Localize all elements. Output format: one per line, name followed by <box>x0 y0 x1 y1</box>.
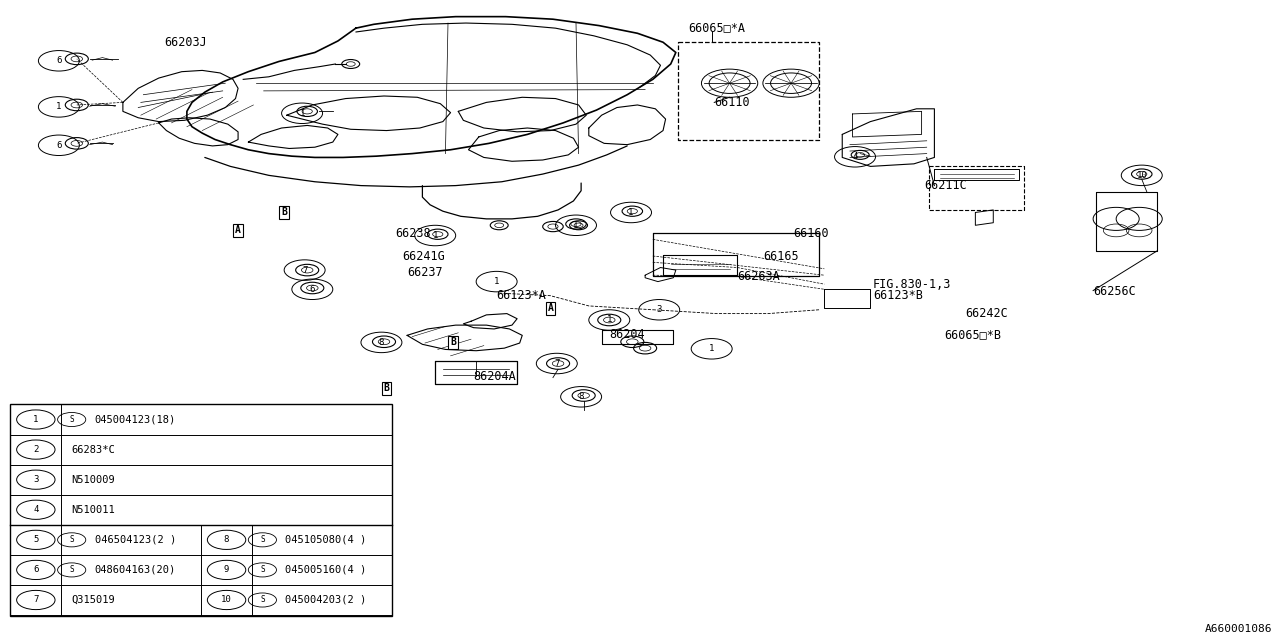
Text: B: B <box>384 383 389 394</box>
Text: 1: 1 <box>33 415 38 424</box>
Text: 1: 1 <box>709 344 714 353</box>
Text: 9: 9 <box>224 565 229 575</box>
Text: 66283*C: 66283*C <box>72 445 115 454</box>
Text: 048604163(20): 048604163(20) <box>95 565 175 575</box>
Text: 6: 6 <box>310 285 315 294</box>
Text: 66203J: 66203J <box>164 36 206 49</box>
Text: Q315019: Q315019 <box>72 595 115 605</box>
Text: 045004203(2 ): 045004203(2 ) <box>285 595 366 605</box>
Text: 1: 1 <box>573 221 579 230</box>
Text: 66065□*A: 66065□*A <box>689 22 746 35</box>
Text: 86204A: 86204A <box>474 370 516 383</box>
Text: 7: 7 <box>554 359 559 368</box>
Text: 66123*A: 66123*A <box>497 289 547 302</box>
Text: 2: 2 <box>33 445 38 454</box>
Text: N510011: N510011 <box>72 505 115 515</box>
Text: 66123*B: 66123*B <box>873 289 923 302</box>
Text: 66241G: 66241G <box>402 250 444 262</box>
Text: 10: 10 <box>1137 171 1147 180</box>
Text: 66110: 66110 <box>714 96 750 109</box>
Text: 046504123(2 ): 046504123(2 ) <box>95 535 175 545</box>
Text: 045105080(4 ): 045105080(4 ) <box>285 535 366 545</box>
Text: S: S <box>69 415 74 424</box>
Text: FIG.830-1,3: FIG.830-1,3 <box>873 278 951 291</box>
Text: 6: 6 <box>56 56 61 65</box>
Text: B: B <box>451 337 456 348</box>
Text: 045005160(4 ): 045005160(4 ) <box>285 565 366 575</box>
Text: 3: 3 <box>657 305 662 314</box>
Text: 045004123(18): 045004123(18) <box>95 415 175 424</box>
Text: 5: 5 <box>33 535 38 545</box>
Text: 1: 1 <box>628 208 634 217</box>
Text: S: S <box>260 565 265 575</box>
Text: S: S <box>260 535 265 545</box>
Text: 66237: 66237 <box>407 266 443 278</box>
Text: 1: 1 <box>300 109 305 118</box>
Text: 4: 4 <box>852 152 858 161</box>
Text: 1: 1 <box>56 102 61 111</box>
Text: 66211C: 66211C <box>924 179 966 192</box>
Text: 66242C: 66242C <box>965 307 1007 320</box>
Text: 66256C: 66256C <box>1093 285 1135 298</box>
Text: S: S <box>260 595 265 605</box>
Text: S: S <box>69 565 74 575</box>
Text: A: A <box>548 303 553 314</box>
Text: 10: 10 <box>221 595 232 605</box>
Text: 66165: 66165 <box>763 250 799 262</box>
Text: 86204: 86204 <box>609 328 645 341</box>
Text: 3: 3 <box>33 475 38 484</box>
Text: B: B <box>282 207 287 218</box>
Text: 6: 6 <box>56 141 61 150</box>
Text: 6: 6 <box>33 565 38 575</box>
Text: A: A <box>236 225 241 236</box>
Text: 1: 1 <box>607 316 612 324</box>
Text: 1: 1 <box>494 277 499 286</box>
Text: S: S <box>69 535 74 545</box>
Text: 7: 7 <box>33 595 38 605</box>
Text: 1: 1 <box>433 231 438 240</box>
Text: 8: 8 <box>379 338 384 347</box>
Text: 66238: 66238 <box>396 227 431 240</box>
Text: 8: 8 <box>224 535 229 545</box>
Text: 8: 8 <box>579 392 584 401</box>
Bar <box>10 404 392 616</box>
Text: 4: 4 <box>33 505 38 515</box>
Text: 66065□*B: 66065□*B <box>945 328 1002 341</box>
Text: 66263A: 66263A <box>737 270 780 283</box>
Text: 66160: 66160 <box>794 227 829 240</box>
Text: 7: 7 <box>302 266 307 275</box>
Text: N510009: N510009 <box>72 475 115 484</box>
Text: A660001086: A660001086 <box>1204 623 1272 634</box>
